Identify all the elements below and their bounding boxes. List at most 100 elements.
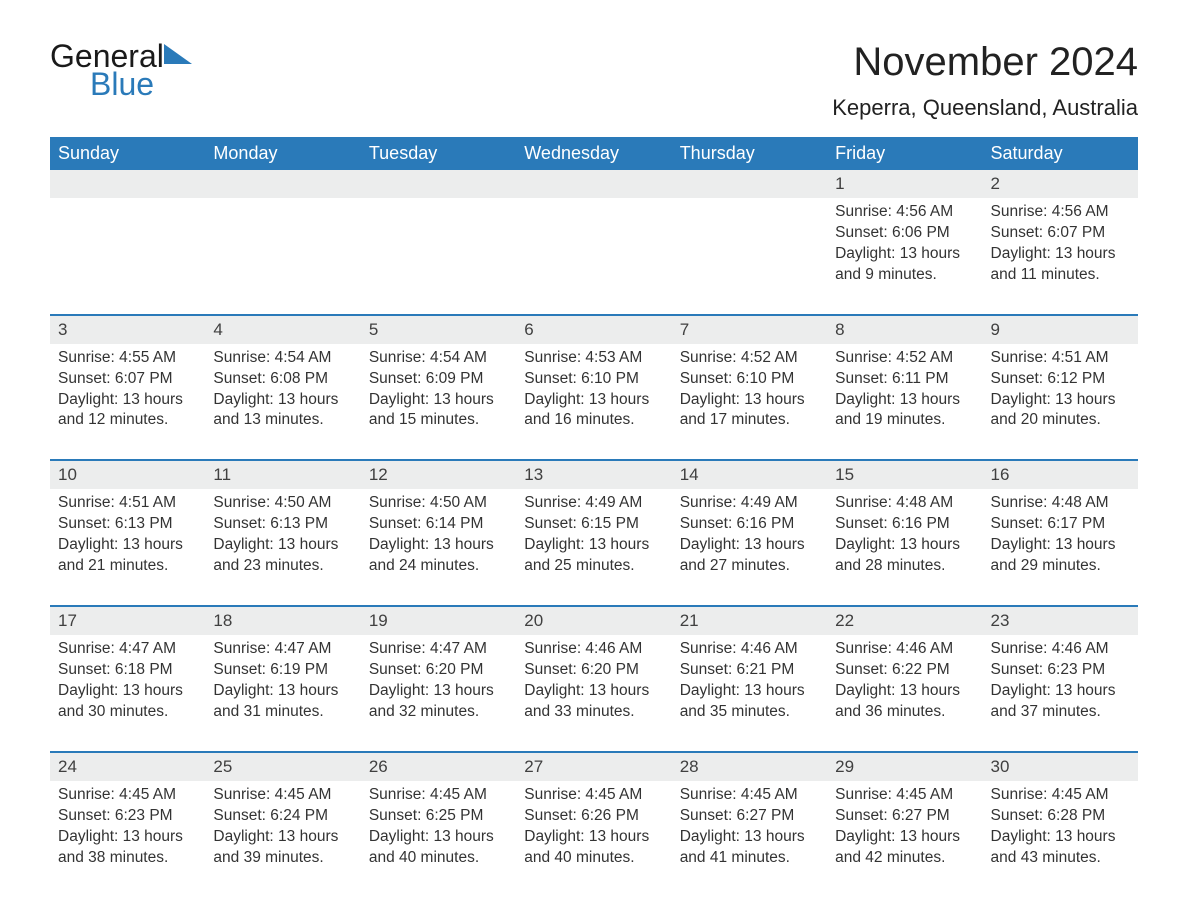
day-content-cell: Sunrise: 4:50 AMSunset: 6:13 PMDaylight:… — [205, 489, 360, 606]
sunrise-line: Sunrise: 4:54 AM — [213, 349, 331, 366]
sunset-line: Sunset: 6:15 PM — [524, 515, 639, 532]
sunset-line: Sunset: 6:27 PM — [835, 807, 950, 824]
day-content-cell: Sunrise: 4:53 AMSunset: 6:10 PMDaylight:… — [516, 344, 671, 461]
daylight-line: Daylight: 13 hours and 38 minutes. — [58, 828, 183, 866]
col-saturday: Saturday — [983, 137, 1138, 170]
content-row: Sunrise: 4:47 AM Sunset: 6:18 PM Daylight:… — [50, 635, 1138, 752]
sunset-line: Sunset: 6:22 PM — [835, 661, 950, 678]
daylight-line: Daylight: 13 hours and 20 minutes. — [991, 391, 1116, 429]
day-content-cell: Sunrise: 4:52 AMSunset: 6:10 PMDaylight:… — [672, 344, 827, 461]
logo-text-block: General Blue — [50, 40, 164, 100]
day-number-cell: 8 — [827, 315, 982, 344]
day-number-cell: 24 — [50, 752, 205, 781]
sunset-line: Sunset: 6:18 PM — [58, 661, 173, 678]
page-title: November 2024 — [832, 40, 1138, 85]
day-content-cell: Sunrise: 4:47 AMSunset: 6:19 PMDaylight:… — [205, 635, 360, 752]
sunrise-line: Sunrise: 4:47 AM — [369, 640, 487, 657]
daylight-line: Daylight: 13 hours and 28 minutes. — [835, 536, 960, 574]
day-number-cell: 30 — [983, 752, 1138, 781]
sunset-line: Sunset: 6:24 PM — [213, 807, 328, 824]
content-row: Sunrise: 4:56 AMSunset: 6:06 PMDaylight:… — [50, 198, 1138, 315]
day-number-cell: 15 — [827, 460, 982, 489]
sunset-line: Sunset: 6:16 PM — [835, 515, 950, 532]
sunrise-line: Sunrise: 4:46 AM — [680, 640, 798, 657]
daylight-line: Daylight: 13 hours and 31 minutes. — [213, 682, 338, 720]
daylight-line: Daylight: 13 hours and 33 minutes. — [524, 682, 649, 720]
sunrise-line: Sunrise: 4:55 AM — [58, 349, 176, 366]
sunrise-line: Sunrise: 4:45 AM — [524, 786, 642, 803]
daylight-line: Daylight: 13 hours and 9 minutes. — [835, 245, 960, 283]
day-content-cell: Sunrise: 4:47 AMSunset: 6:18 PMDaylight:… — [50, 635, 205, 752]
daylight-line: Daylight: 13 hours and 25 minutes. — [524, 536, 649, 574]
daylight-line: Daylight: 13 hours and 29 minutes. — [991, 536, 1116, 574]
day-number-cell: 21 — [672, 606, 827, 635]
daylight-line: Daylight: 13 hours and 23 minutes. — [213, 536, 338, 574]
sunset-line: Sunset: 6:13 PM — [58, 515, 173, 532]
calendar-table: Sunday Monday Tuesday Wednesday Thursday… — [50, 137, 1138, 876]
daylight-line: Daylight: 13 hours and 16 minutes. — [524, 391, 649, 429]
sunrise-line: Sunrise: 4:45 AM — [213, 786, 331, 803]
col-wednesday: Wednesday — [516, 137, 671, 170]
day-number-cell: 25 — [205, 752, 360, 781]
sunrise-line: Sunrise: 4:45 AM — [835, 786, 953, 803]
col-friday: Friday — [827, 137, 982, 170]
sunrise-line: Sunrise: 4:50 AM — [369, 494, 487, 511]
sunset-line: Sunset: 6:26 PM — [524, 807, 639, 824]
day-content-cell: Sunrise: 4:55 AMSunset: 6:07 PMDaylight:… — [50, 344, 205, 461]
day-content-cell: Sunrise: 4:45 AM Sunset: 6:27 PM Daylight:… — [672, 781, 827, 877]
sunrise-line: Sunrise: 4:49 AM — [680, 494, 798, 511]
daylight-line: Daylight: 13 hours and 36 minutes. — [835, 682, 960, 720]
day-content-cell: Sunrise: 4:48 AMSunset: 6:16 PMDaylight:… — [827, 489, 982, 606]
daylight-line: Daylight: 13 hours and 43 minutes. — [991, 828, 1116, 866]
logo-triangle-icon — [164, 44, 192, 64]
day-content-cell: Sunrise: 4:49 AMSunset: 6:16 PMDaylight:… — [672, 489, 827, 606]
day-content-cell — [50, 198, 205, 315]
sunset-line: Sunset: 6:28 PM — [991, 807, 1106, 824]
sunset-line: Sunset: 6:27 PM — [680, 807, 795, 824]
sunset-line: Sunset: 6:17 PM — [991, 515, 1106, 532]
daynum-row: 3456789 — [50, 315, 1138, 344]
day-content-cell: Sunrise: 4:46 AM Sunset: 6:21 PM Daylight:… — [672, 635, 827, 752]
day-content-cell: Sunrise: 4:54 AMSunset: 6:08 PMDaylight:… — [205, 344, 360, 461]
sunset-line: Sunset: 6:07 PM — [58, 370, 173, 387]
day-number-cell: 22 — [827, 606, 982, 635]
sunrise-line: Sunrise: 4:45 AM — [680, 786, 798, 803]
day-content-cell: Sunrise: 4:45 AMSunset: 6:23 PMDaylight:… — [50, 781, 205, 877]
col-sunday: Sunday — [50, 137, 205, 170]
sunset-line: Sunset: 6:08 PM — [213, 370, 328, 387]
col-monday: Monday — [205, 137, 360, 170]
day-number-cell: 9 — [983, 315, 1138, 344]
content-row: Sunrise: 4:51 AMSunset: 6:13 PMDaylight:… — [50, 489, 1138, 606]
col-thursday: Thursday — [672, 137, 827, 170]
day-number-cell — [672, 170, 827, 198]
day-content-cell: Sunrise: 4:49 AM Sunset: 6:15 PM Daylight:… — [516, 489, 671, 606]
sunrise-line: Sunrise: 4:45 AM — [369, 786, 487, 803]
sunset-line: Sunset: 6:21 PM — [680, 661, 795, 678]
daylight-line: Daylight: 13 hours and 21 minutes. — [58, 536, 183, 574]
daylight-line: Daylight: 13 hours and 41 minutes. — [680, 828, 805, 866]
day-content-cell: Sunrise: 4:54 AMSunset: 6:09 PMDaylight:… — [361, 344, 516, 461]
sunrise-line: Sunrise: 4:52 AM — [680, 349, 798, 366]
sunset-line: Sunset: 6:20 PM — [369, 661, 484, 678]
day-number-cell: 13 — [516, 460, 671, 489]
daylight-line: Daylight: 13 hours and 37 minutes. — [991, 682, 1116, 720]
day-content-cell — [361, 198, 516, 315]
sunrise-line: Sunrise: 4:45 AM — [58, 786, 176, 803]
day-number-cell: 26 — [361, 752, 516, 781]
daylight-line: Daylight: 13 hours and 19 minutes. — [835, 391, 960, 429]
sunset-line: Sunset: 6:07 PM — [991, 224, 1106, 241]
sunset-line: Sunset: 6:13 PM — [213, 515, 328, 532]
sunrise-line: Sunrise: 4:49 AM — [524, 494, 642, 511]
daylight-line: Daylight: 13 hours and 11 minutes. — [991, 245, 1116, 283]
daylight-line: Daylight: 13 hours and 35 minutes. — [680, 682, 805, 720]
logo: General Blue — [50, 40, 192, 100]
day-number-cell: 16 — [983, 460, 1138, 489]
daylight-line: Daylight: 13 hours and 32 minutes. — [369, 682, 494, 720]
sunrise-line: Sunrise: 4:56 AM — [835, 203, 953, 220]
sunrise-line: Sunrise: 4:51 AM — [991, 349, 1109, 366]
day-number-cell — [516, 170, 671, 198]
day-number-cell — [50, 170, 205, 198]
daylight-line: Daylight: 13 hours and 27 minutes. — [680, 536, 805, 574]
sunrise-line: Sunrise: 4:47 AM — [58, 640, 176, 657]
daylight-line: Daylight: 13 hours and 39 minutes. — [213, 828, 338, 866]
